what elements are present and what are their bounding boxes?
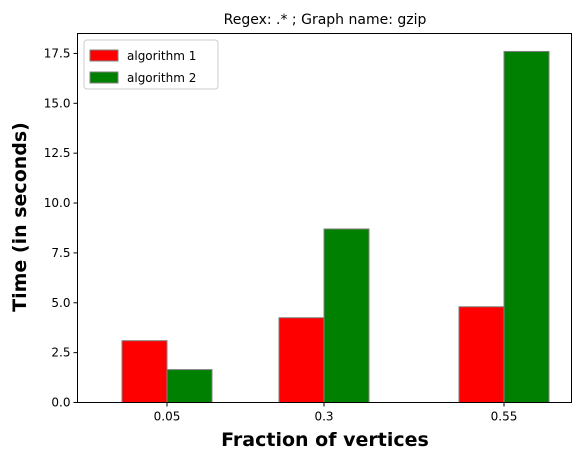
bar-algorithm-2-0.05 <box>166 369 213 404</box>
y-axis-label: Time (in seconds) <box>9 122 31 312</box>
bar-algorithm-1-0.55 <box>458 306 505 403</box>
y-tick-label: 7.5 <box>51 246 70 260</box>
y-tick-label: 2.5 <box>51 346 70 360</box>
y-axis-ticks: 0.0 2.5 5.0 7.5 10.0 12.5 15.0 17.5 <box>44 46 78 410</box>
y-tick-label: 12.5 <box>44 146 71 160</box>
plot-frame <box>77 33 572 403</box>
chart-title: Regex: .* ; Graph name: gzip <box>224 12 427 28</box>
legend-swatch-algorithm-2 <box>89 71 119 84</box>
legend-label-algorithm-2: algorithm 2 <box>127 71 196 85</box>
y-tick-label: 15.0 <box>44 96 71 110</box>
legend-swatch-algorithm-1 <box>89 49 119 62</box>
bar-algorithm-2-0.55 <box>503 50 550 403</box>
y-tick-label: 17.5 <box>44 46 71 60</box>
y-tick-label: 5.0 <box>51 296 70 310</box>
y-tick-label: 10.0 <box>44 196 71 210</box>
bars-layer <box>121 50 550 404</box>
x-tick-label: 0.55 <box>491 410 518 424</box>
legend: algorithm 1 algorithm 2 <box>83 39 219 90</box>
y-tick-label: 0.0 <box>51 396 70 410</box>
x-tick-label: 0.05 <box>154 410 181 424</box>
bar-algorithm-2-0.3 <box>323 228 370 403</box>
x-axis-ticks: 0.05 0.3 0.55 <box>154 402 518 424</box>
bar-algorithm-1-0.05 <box>121 340 168 404</box>
x-tick-label: 0.3 <box>314 410 333 424</box>
legend-label-algorithm-1: algorithm 1 <box>127 49 196 63</box>
x-axis-label: Fraction of vertices <box>221 429 429 451</box>
bar-algorithm-1-0.3 <box>278 317 325 404</box>
